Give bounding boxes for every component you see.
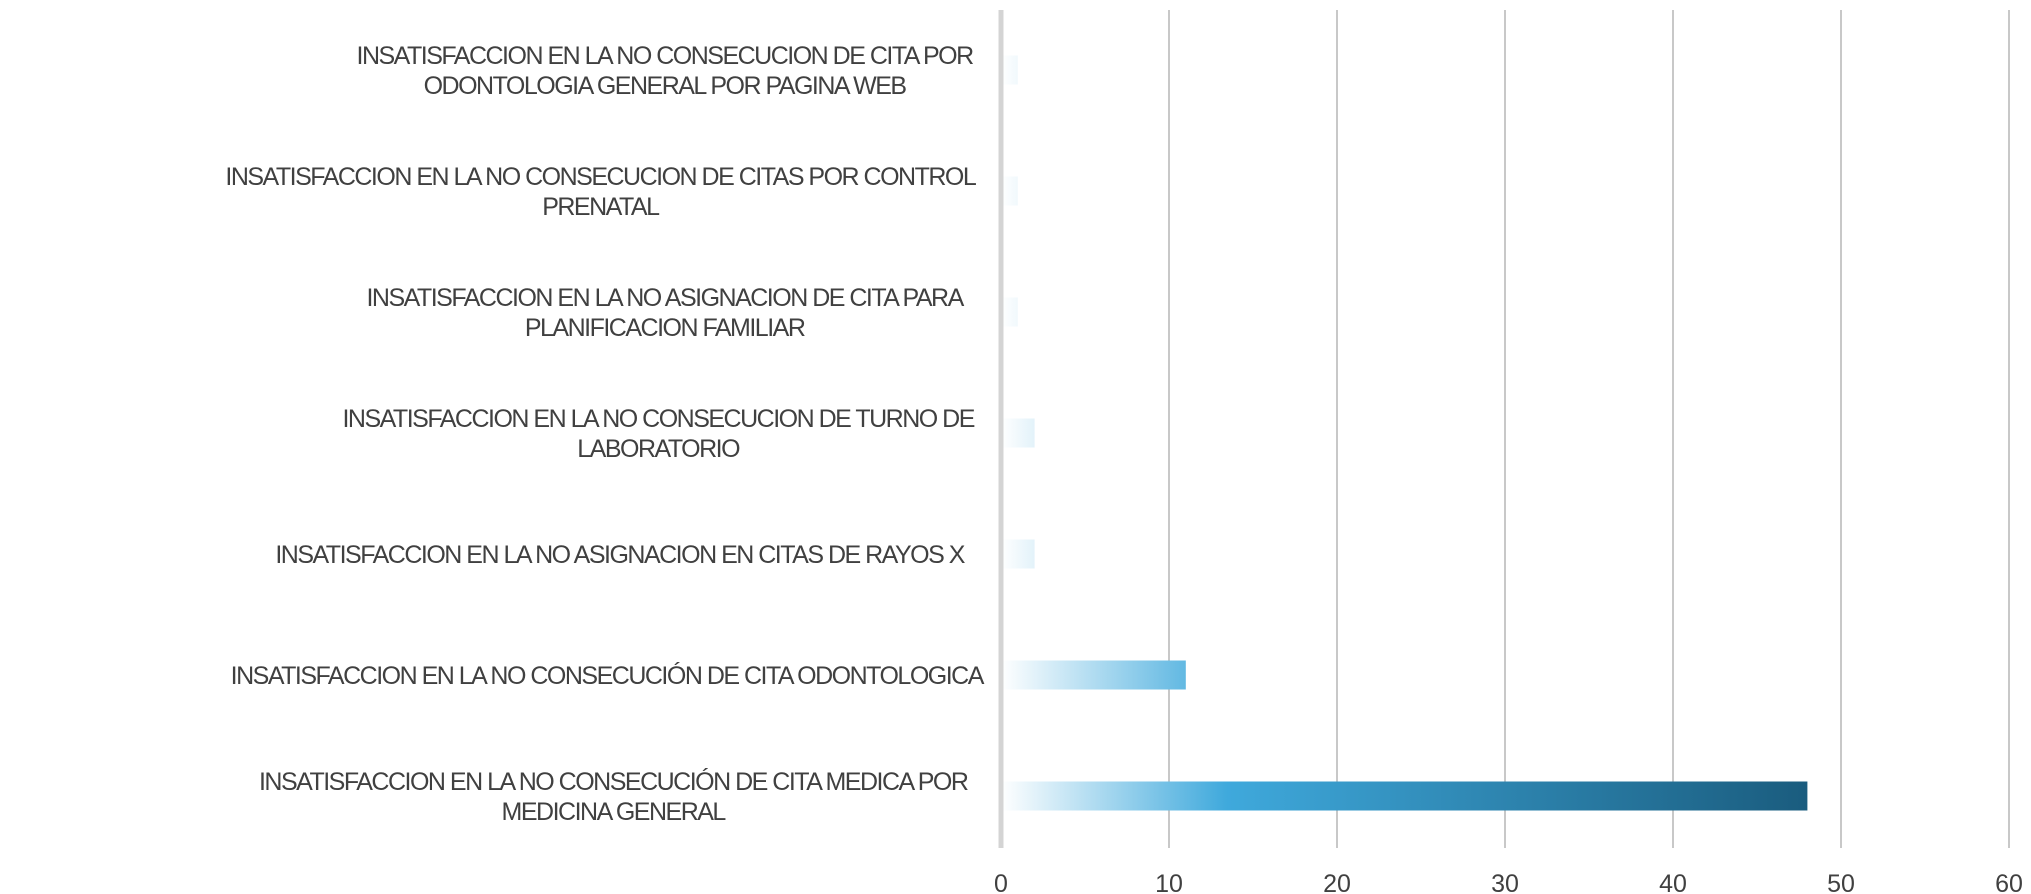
x-tick-label: 30: [1491, 870, 1519, 894]
category-label: INSATISFACCION EN LA NO CONSECUCION DE C…: [225, 163, 977, 221]
category-label-line: PRENATAL: [542, 193, 660, 221]
bar: [1003, 660, 1186, 690]
category-label-line: INSATISFACCION EN LA NO CONSECUCION DE C…: [357, 42, 974, 70]
x-tick-label: 60: [1995, 870, 2023, 894]
bar: [1003, 55, 1018, 85]
x-tick-label: 20: [1323, 870, 1351, 894]
category-label-line: INSATISFACCION EN LA NO CONSECUCIÓN DE C…: [231, 661, 985, 690]
category-label-line: PLANIFICACION FAMILIAR: [525, 314, 805, 342]
category-label: INSATISFACCION EN LA NO CONSECUCIÓN DE C…: [259, 767, 968, 826]
bars: [1003, 55, 1808, 811]
category-label-line: INSATISFACCION EN LA NO ASIGNACION DE CI…: [366, 284, 964, 312]
gridlines: [1168, 10, 2010, 848]
category-label-line: INSATISFACCION EN LA NO ASIGNACION EN CI…: [275, 541, 965, 569]
category-label-line: LABORATORIO: [577, 435, 740, 463]
category-label: INSATISFACCION EN LA NO CONSECUCION DE C…: [357, 42, 974, 100]
category-label-line: ODONTOLOGIA GENERAL POR PAGINA WEB: [424, 72, 907, 100]
category-label-line: INSATISFACCION EN LA NO CONSECUCION DE C…: [225, 163, 977, 191]
x-tick-label: 0: [994, 870, 1008, 894]
category-label-line: MEDICINA GENERAL: [502, 798, 727, 826]
category-label: INSATISFACCION EN LA NO CONSECUCIÓN DE C…: [231, 661, 985, 690]
x-tick-label: 10: [1155, 870, 1183, 894]
category-label: INSATISFACCION EN LA NO ASIGNACION EN CI…: [275, 541, 965, 569]
category-label: INSATISFACCION EN LA NO ASIGNACION DE CI…: [366, 284, 964, 342]
category-label: INSATISFACCION EN LA NO CONSECUCION DE T…: [342, 405, 974, 463]
x-tick-label: 50: [1827, 870, 1855, 894]
bar: [1003, 176, 1018, 206]
bar: [1003, 781, 1808, 811]
bar: [1003, 539, 1035, 569]
category-labels: INSATISFACCION EN LA NO CONSECUCION DE C…: [225, 42, 986, 826]
category-label-line: INSATISFACCION EN LA NO CONSECUCIÓN DE C…: [259, 767, 968, 796]
axis: 0 10 20 30 40 50 60: [994, 10, 2023, 894]
category-label-line: INSATISFACCION EN LA NO CONSECUCION DE T…: [342, 405, 974, 433]
bar: [1003, 418, 1035, 448]
bar: [1003, 297, 1018, 327]
x-tick-label: 40: [1659, 870, 1687, 894]
